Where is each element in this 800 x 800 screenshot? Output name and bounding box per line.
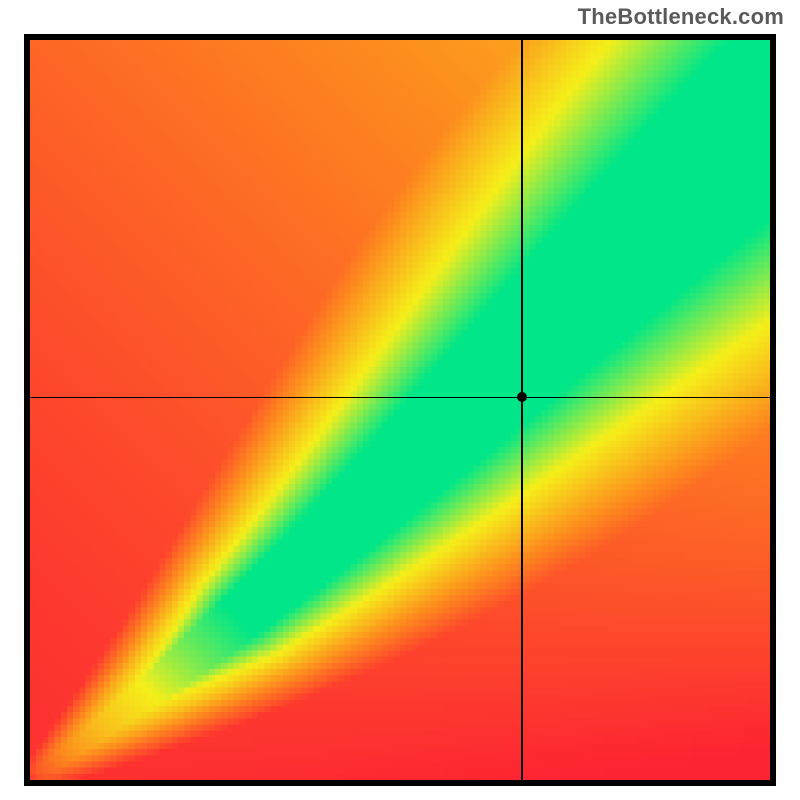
plot-area bbox=[30, 40, 770, 780]
chart-container: TheBottleneck.com bbox=[0, 0, 800, 800]
heatmap-canvas bbox=[30, 40, 770, 780]
crosshair-horizontal bbox=[30, 397, 770, 399]
watermark-text: TheBottleneck.com bbox=[578, 4, 784, 30]
chart-frame bbox=[24, 34, 776, 786]
crosshair-vertical bbox=[521, 40, 523, 780]
crosshair-marker bbox=[517, 392, 527, 402]
